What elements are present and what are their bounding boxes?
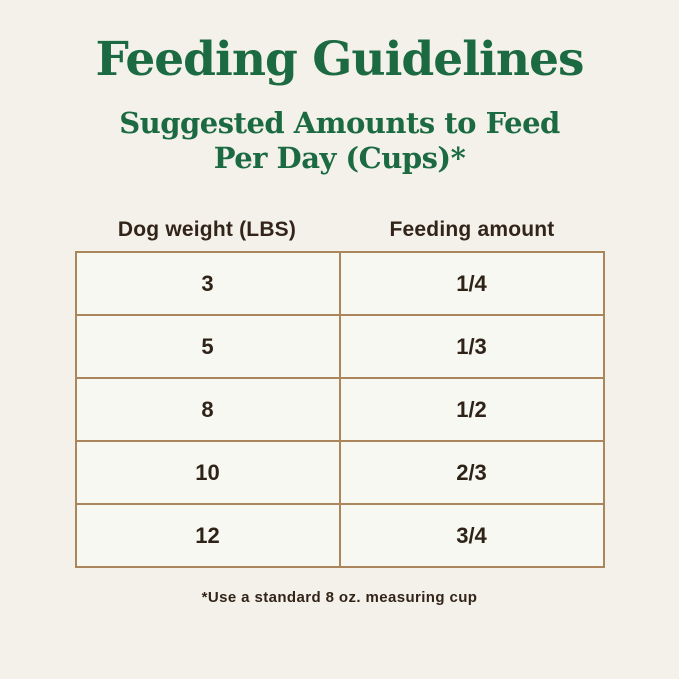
measuring-cup-footnote: *Use a standard 8 oz. measuring cup [201, 589, 478, 607]
dog-weight-value: 10 [74, 440, 341, 506]
subtitle-line-1: Suggested Amounts to Feed [119, 105, 560, 140]
table-row: 5 1/3 [74, 314, 605, 380]
feeding-amount-value: 1/2 [338, 377, 605, 443]
page-subtitle: Suggested Amounts to Feed Per Day (Cups)… [0, 106, 679, 177]
column-header-dog-weight: Dog weight (LBS) [117, 218, 297, 242]
dog-weight-value: 12 [74, 503, 341, 569]
table-row: 8 1/2 [74, 377, 605, 443]
column-header-feeding-amount: Feeding amount [389, 218, 555, 242]
subtitle-line-2: Per Day (Cups)* [213, 141, 466, 176]
page-title: Feeding Guidelines [95, 32, 585, 87]
table-row: 12 3/4 [74, 503, 605, 569]
table-row: 3 1/4 [74, 251, 605, 317]
dog-weight-value: 5 [74, 314, 341, 380]
table-row: 10 2/3 [74, 440, 605, 506]
dog-weight-value: 8 [74, 377, 341, 443]
feeding-amount-value: 1/3 [338, 314, 605, 380]
feeding-amount-value: 3/4 [338, 503, 605, 569]
feeding-table: 3 1/4 5 1/3 8 1/2 10 2/3 12 3/4 [74, 251, 605, 569]
dog-weight-value: 3 [74, 251, 341, 317]
feeding-table-area: Dog weight (LBS) Feeding amount 3 1/4 5 … [74, 218, 605, 607]
feeding-amount-value: 2/3 [338, 440, 605, 506]
table-column-headers: Dog weight (LBS) Feeding amount [75, 218, 605, 242]
feeding-amount-value: 1/4 [338, 251, 605, 317]
